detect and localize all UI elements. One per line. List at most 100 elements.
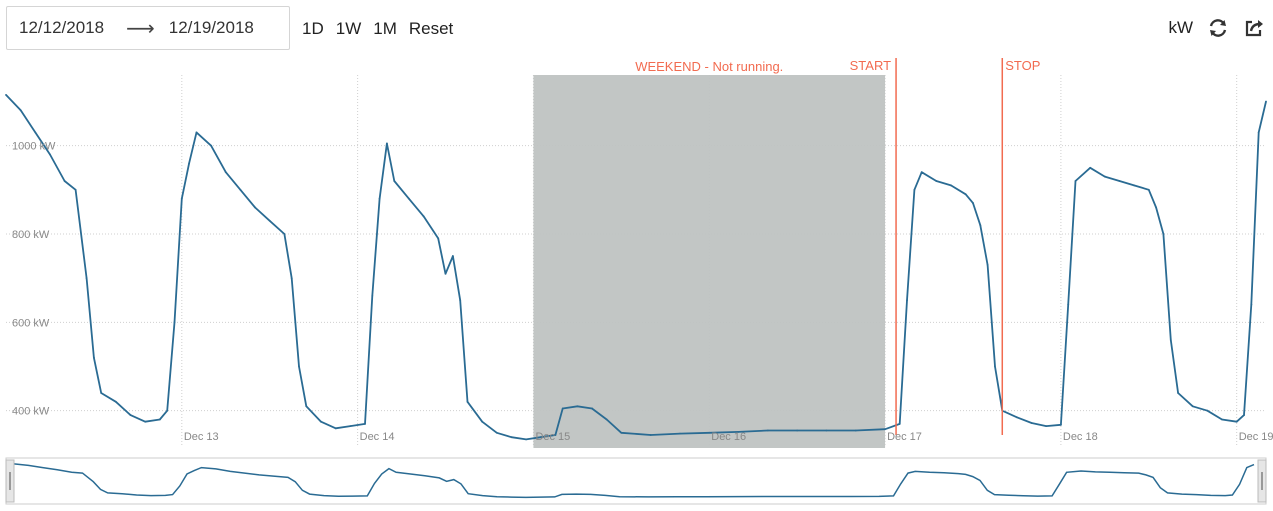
data-point: [320, 420, 322, 423]
range-1w-button[interactable]: 1W: [335, 19, 362, 38]
data-point: [1067, 303, 1070, 306]
data-point: [188, 162, 191, 165]
data-point: [708, 431, 711, 434]
data-point: [93, 356, 95, 359]
end-date[interactable]: 12/19/2018: [168, 18, 254, 37]
data-point: [1191, 405, 1194, 408]
data-point: [1118, 180, 1121, 182]
data-point: [1162, 233, 1165, 235]
data-point: [825, 429, 828, 432]
data-point: [371, 294, 374, 297]
data-point: [444, 272, 447, 275]
data-point: [386, 142, 388, 145]
data-point: [620, 431, 623, 434]
data-point: [408, 197, 410, 200]
data-point: [466, 400, 469, 403]
data-point: [898, 423, 901, 425]
data-point: [1089, 166, 1092, 169]
data-point: [972, 202, 974, 204]
x-tick-label: Dec 17: [887, 431, 922, 443]
data-point: [979, 224, 982, 227]
share-icon[interactable]: [1243, 17, 1265, 39]
y-tick-label: 600 kW: [12, 317, 50, 329]
data-point: [239, 188, 242, 191]
data-point: [1221, 418, 1223, 421]
data-point: [305, 405, 308, 408]
data-point: [1169, 339, 1172, 341]
data-point: [422, 215, 425, 218]
data-point: [393, 180, 396, 182]
data-point: [510, 436, 513, 439]
data-point: [1250, 303, 1253, 306]
data-point: [591, 407, 593, 410]
data-point: [525, 438, 528, 441]
data-point: [766, 429, 769, 432]
data-point: [539, 436, 542, 439]
x-tick-label: Dec 16: [711, 431, 746, 443]
data-point: [679, 432, 681, 435]
axis-label-layer: 400 kW 600 kW 800 kW 1000 kW Dec 13 Dec 14 Dec…: [12, 141, 1273, 443]
data-point: [737, 430, 740, 433]
weekend-band-layer: WEEKEND - Not running.: [533, 59, 886, 448]
weekend-band: [533, 75, 886, 448]
data-point: [5, 93, 7, 96]
data-point: [554, 434, 557, 436]
range-buttons: 1D 1W 1M Reset: [302, 19, 453, 39]
series-line-layer: [5, 93, 1267, 441]
navigator[interactable]: [5, 457, 1267, 505]
data-point: [85, 277, 88, 280]
weekend-band-label: WEEKEND - Not running.: [635, 59, 783, 74]
data-point: [576, 405, 579, 408]
data-point: [1206, 409, 1209, 412]
marker-label: STOP: [1005, 58, 1040, 73]
data-point: [1133, 184, 1136, 187]
data-point: [173, 321, 176, 324]
data-point: [114, 400, 117, 403]
x-tick-label: Dec 19: [1239, 431, 1273, 443]
data-point: [561, 407, 564, 410]
unit-selector[interactable]: kW: [1168, 18, 1193, 37]
data-point: [1177, 392, 1179, 394]
data-point: [34, 131, 37, 134]
data-point: [334, 427, 337, 430]
data-point: [49, 153, 51, 156]
arrow-right-icon: ⟶: [126, 17, 155, 40]
data-point: [481, 420, 484, 423]
right-tools: kW: [1168, 17, 1265, 39]
data-point: [935, 180, 938, 182]
data-point: [1243, 414, 1245, 416]
data-point: [986, 264, 989, 266]
data-point: [1147, 188, 1150, 191]
data-point: [268, 219, 271, 222]
data-point: [1059, 423, 1062, 426]
x-tick-label: Dec 14: [360, 431, 395, 443]
data-point: [210, 144, 213, 147]
date-range-picker[interactable]: 12/12/2018 ⟶ 12/19/2018: [6, 6, 290, 50]
data-point: [495, 431, 498, 434]
data-point: [1257, 131, 1260, 134]
x-tick-label: Dec 15: [535, 431, 570, 443]
navigator-series-line: [13, 463, 1255, 499]
data-point: [19, 109, 22, 112]
data-point: [1074, 180, 1077, 182]
data-point: [605, 418, 608, 421]
data-point: [884, 428, 886, 431]
data-point: [1030, 422, 1033, 424]
reset-button[interactable]: Reset: [408, 19, 454, 38]
data-point: [950, 184, 952, 187]
data-point: [437, 237, 440, 240]
start-date[interactable]: 12/12/2018: [19, 18, 105, 37]
x-tick-label: Dec 18: [1063, 431, 1098, 443]
range-1d-button[interactable]: 1D: [302, 19, 324, 38]
data-point: [459, 299, 462, 302]
data-point: [854, 429, 857, 432]
y-tick-label: 1000 kW: [12, 141, 56, 153]
data-point: [100, 392, 103, 394]
marker-layer: START STOP: [850, 58, 1040, 435]
data-point: [994, 365, 996, 368]
refresh-icon[interactable]: [1207, 17, 1229, 39]
data-point: [349, 425, 352, 428]
range-1m-button[interactable]: 1M: [373, 19, 397, 38]
data-point: [144, 420, 147, 423]
